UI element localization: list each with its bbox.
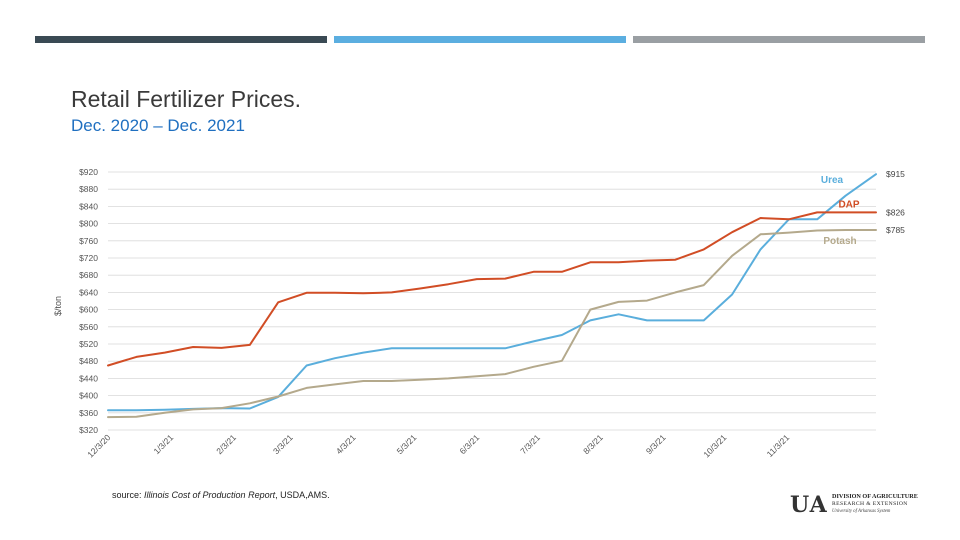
series-line-urea bbox=[107, 173, 877, 412]
x-tick-label: 2/3/21 bbox=[214, 432, 238, 456]
y-tick-label: $760 bbox=[79, 236, 98, 246]
logo-division-text: DIVISION OF AGRICULTURE bbox=[832, 493, 918, 500]
logo-system-text: University of Arkansas System bbox=[832, 509, 891, 514]
x-tick-label: 12/3/20 bbox=[85, 432, 112, 459]
y-axis-label: $/ton bbox=[53, 296, 63, 316]
series-name-potash: Potash bbox=[823, 236, 856, 247]
logo-research-text: RESEARCH & EXTENSION bbox=[832, 501, 908, 507]
y-tick-label: $920 bbox=[79, 167, 98, 177]
series-labels: Urea $915 DAP $826 Potash $785 bbox=[821, 169, 905, 247]
series-end-value-potash: $785 bbox=[886, 225, 905, 235]
y-tick-label: $480 bbox=[79, 356, 98, 366]
uark-division-logo: U A DIVISION OF AGRICULTURE RESEARCH & E… bbox=[790, 492, 920, 518]
series-name-dap: DAP bbox=[838, 199, 859, 210]
y-axis-ticks: $320 $360 $400 $440 $480 $520 $560 $600 $640 $680… bbox=[79, 167, 98, 435]
x-tick-label: 8/3/21 bbox=[581, 432, 605, 456]
y-tick-label: $800 bbox=[79, 219, 98, 229]
grid-lines bbox=[108, 171, 876, 431]
y-tick-label: $400 bbox=[79, 391, 98, 401]
header-bar-blue bbox=[334, 36, 626, 43]
source-prefix: source: bbox=[112, 490, 145, 500]
x-tick-label: 11/3/21 bbox=[765, 432, 792, 459]
y-tick-label: $680 bbox=[79, 270, 98, 280]
y-tick-label: $440 bbox=[79, 373, 98, 383]
source-note: source: Illinois Cost of Production Repo… bbox=[112, 490, 330, 500]
x-axis-ticks: 12/3/20 1/3/21 2/3/21 3/3/21 4/3/21 5/3/21 6/3… bbox=[85, 432, 791, 459]
series-line-potash bbox=[107, 229, 877, 419]
y-tick-label: $360 bbox=[79, 408, 98, 418]
slide-title: Retail Fertilizer Prices. bbox=[71, 86, 302, 112]
x-tick-label: 9/3/21 bbox=[644, 432, 668, 456]
series-name-urea: Urea bbox=[821, 175, 844, 186]
header-bar-gray bbox=[633, 36, 925, 43]
series-lines bbox=[107, 173, 877, 419]
source-suffix: , USDA,AMS. bbox=[275, 490, 330, 500]
y-tick-label: $840 bbox=[79, 201, 98, 211]
y-tick-label: $600 bbox=[79, 305, 98, 315]
x-tick-label: 7/3/21 bbox=[518, 432, 542, 456]
series-end-value-dap: $826 bbox=[886, 207, 905, 217]
y-tick-label: $560 bbox=[79, 322, 98, 332]
series-line-dap bbox=[107, 211, 877, 367]
series-end-value-urea: $915 bbox=[886, 169, 905, 179]
y-tick-label: $320 bbox=[79, 425, 98, 435]
x-tick-label: 6/3/21 bbox=[457, 432, 481, 456]
x-tick-label: 5/3/21 bbox=[395, 432, 419, 456]
y-tick-label: $640 bbox=[79, 287, 98, 297]
uark-logo-mark: U A bbox=[790, 492, 827, 518]
y-tick-label: $720 bbox=[79, 253, 98, 263]
x-tick-label: 1/3/21 bbox=[151, 432, 175, 456]
slide-subtitle: Dec. 2020 – Dec. 2021 bbox=[71, 116, 245, 135]
x-tick-label: 4/3/21 bbox=[334, 432, 358, 456]
y-tick-label: $880 bbox=[79, 184, 98, 194]
header-bar-dark bbox=[35, 36, 327, 43]
x-tick-label: 10/3/21 bbox=[701, 432, 728, 459]
source-report-name: Illinois Cost of Production Report bbox=[144, 490, 276, 500]
x-tick-label: 3/3/21 bbox=[271, 432, 295, 456]
y-tick-label: $520 bbox=[79, 339, 98, 349]
